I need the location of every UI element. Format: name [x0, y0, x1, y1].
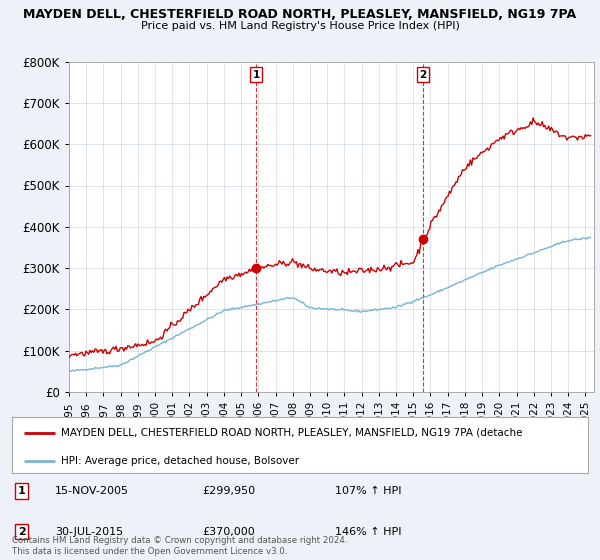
Text: £370,000: £370,000 — [202, 526, 255, 536]
Text: 30-JUL-2015: 30-JUL-2015 — [55, 526, 124, 536]
Text: MAYDEN DELL, CHESTERFIELD ROAD NORTH, PLEASLEY, MANSFIELD, NG19 7PA (detache: MAYDEN DELL, CHESTERFIELD ROAD NORTH, PL… — [61, 428, 523, 438]
Text: Price paid vs. HM Land Registry's House Price Index (HPI): Price paid vs. HM Land Registry's House … — [140, 21, 460, 31]
Text: Contains HM Land Registry data © Crown copyright and database right 2024.
This d: Contains HM Land Registry data © Crown c… — [12, 536, 347, 556]
Text: 15-NOV-2005: 15-NOV-2005 — [55, 486, 129, 496]
Text: 1: 1 — [253, 70, 260, 80]
Text: 2: 2 — [18, 526, 26, 536]
Text: MAYDEN DELL, CHESTERFIELD ROAD NORTH, PLEASLEY, MANSFIELD, NG19 7PA: MAYDEN DELL, CHESTERFIELD ROAD NORTH, PL… — [23, 8, 577, 21]
Text: 2: 2 — [419, 70, 427, 80]
Text: 107% ↑ HPI: 107% ↑ HPI — [335, 486, 401, 496]
Text: 1: 1 — [18, 486, 26, 496]
Text: HPI: Average price, detached house, Bolsover: HPI: Average price, detached house, Bols… — [61, 456, 299, 466]
Text: £299,950: £299,950 — [202, 486, 255, 496]
Text: 146% ↑ HPI: 146% ↑ HPI — [335, 526, 401, 536]
